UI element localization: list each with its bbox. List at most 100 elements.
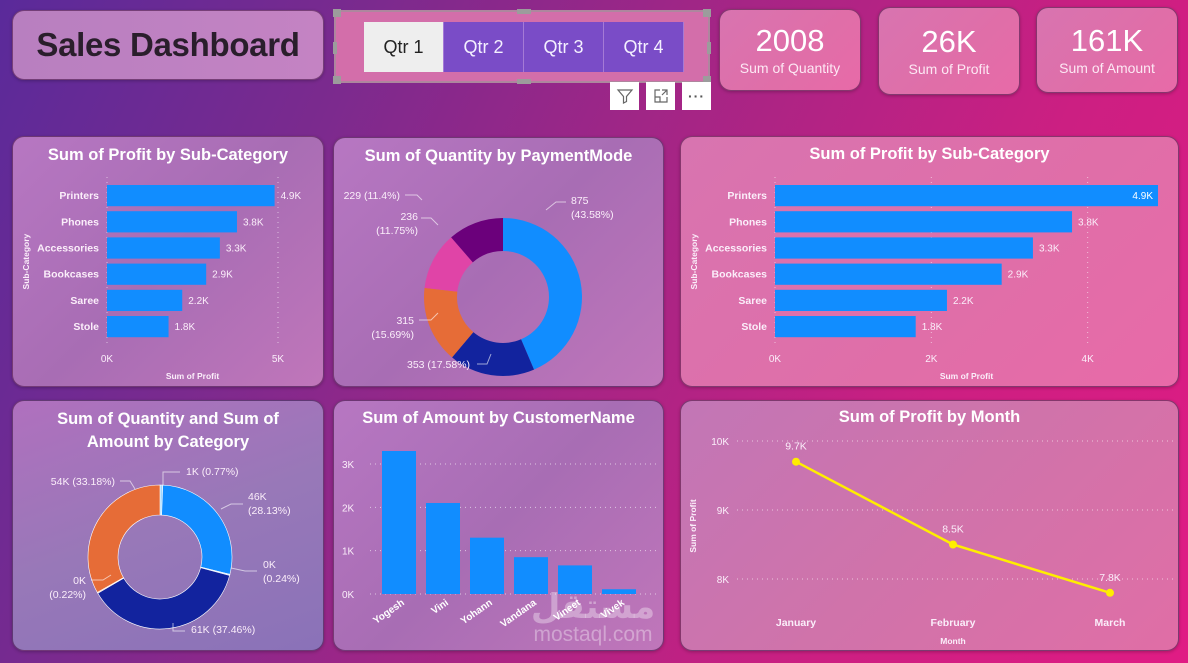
x-category-label: Vivek xyxy=(599,597,627,621)
focus-mode-icon xyxy=(653,89,668,103)
bar xyxy=(426,503,460,594)
data-label: 2.2K xyxy=(953,296,974,307)
data-label: 1.8K xyxy=(175,322,196,333)
chart-title: Sum of Amount by CustomerName xyxy=(362,409,635,427)
kpi-value: 2008 xyxy=(755,22,825,58)
chart-card-profit-subcategory-large[interactable]: Sum of Profit by Sub-Category 0K 2K 4K Prin… xyxy=(680,136,1179,387)
bar xyxy=(514,557,548,594)
slicer-option-qtr2[interactable]: Qtr 2 xyxy=(444,22,524,72)
data-label: (0.24%) xyxy=(263,573,300,585)
y-category-label: Bookcases xyxy=(712,269,768,281)
resize-handle[interactable] xyxy=(517,9,531,14)
dashboard-title: Sales Dashboard xyxy=(36,26,300,63)
bar xyxy=(107,211,237,233)
chart-card-amount-customer[interactable]: Sum of Amount by CustomerName 0K 1K 2K 3K Yo… xyxy=(333,400,664,651)
data-label: (0.22%) xyxy=(49,589,86,601)
resize-handle[interactable] xyxy=(333,9,341,17)
y-tick-label: 3K xyxy=(342,460,355,471)
resize-handle[interactable] xyxy=(703,76,711,84)
x-category-label: Vini xyxy=(430,597,451,617)
donut-slice xyxy=(87,484,161,593)
data-label: 3.3K xyxy=(1039,244,1060,255)
bar xyxy=(558,565,592,594)
data-label: 2.9K xyxy=(212,270,233,281)
y-category-label: Saree xyxy=(738,295,767,307)
leader-line xyxy=(230,567,257,572)
y-tick-label: 2K xyxy=(342,503,355,514)
chart-title: Sum of Profit by Month xyxy=(838,408,1021,426)
data-label: 229 (11.4%) xyxy=(344,190,400,202)
leader-line xyxy=(405,194,423,201)
data-point xyxy=(1106,588,1114,597)
y-category-label: Printers xyxy=(59,190,99,202)
filter-button[interactable] xyxy=(610,82,639,110)
more-options-button[interactable]: ··· xyxy=(682,82,711,110)
x-category-label: Vandana xyxy=(499,597,539,630)
kpi-label: Sum of Quantity xyxy=(739,59,841,76)
bar xyxy=(382,451,416,594)
y-category-label: Phones xyxy=(729,216,767,228)
leader-line xyxy=(545,201,566,211)
data-label: 315 xyxy=(396,315,414,327)
bar xyxy=(107,237,220,259)
bar xyxy=(775,211,1073,233)
resize-handle[interactable] xyxy=(517,79,531,84)
chart-title: Sum of Quantity and Sum of Amount by Cat… xyxy=(57,410,279,451)
focus-mode-button[interactable] xyxy=(646,82,675,110)
x-tick-label: 4K xyxy=(1082,354,1095,365)
bar xyxy=(775,185,1158,207)
x-axis-title: Sum of Profit xyxy=(166,371,220,381)
resize-handle[interactable] xyxy=(333,76,341,84)
bar xyxy=(775,316,916,338)
slicer-option-qtr4[interactable]: Qtr 4 xyxy=(604,22,684,72)
x-axis-title: Month xyxy=(940,636,966,646)
chart-title: Sum of Quantity by PaymentMode xyxy=(364,147,633,165)
data-label: 8.5K xyxy=(942,524,964,536)
leader-line xyxy=(421,217,439,226)
data-label: 3.3K xyxy=(226,244,247,255)
data-label: 3.8K xyxy=(243,217,264,228)
kpi-card-quantity: 2008 Sum of Quantity xyxy=(719,9,861,91)
chart-card-quantity-paymentmode[interactable]: Sum of Quantity by PaymentMode 875 (43.58… xyxy=(333,137,664,387)
y-tick-label: 8K xyxy=(717,575,730,586)
quarter-slicer[interactable]: Qtr 1 Qtr 2 Qtr 3 Qtr 4 xyxy=(333,9,711,84)
bar xyxy=(470,537,504,594)
data-label: (11.75%) xyxy=(376,225,418,237)
leader-line xyxy=(162,471,180,485)
kpi-value: 26K xyxy=(921,23,977,59)
bar xyxy=(602,589,636,594)
y-category-label: Stole xyxy=(73,321,99,333)
chart-card-profit-subcategory-small[interactable]: Sum of Profit by Sub-Category 0K 5K Printe… xyxy=(12,136,324,387)
data-label: 54K (33.18%) xyxy=(51,476,115,488)
chart-title: Sum of Profit by Sub-Category xyxy=(47,146,289,164)
donut-slice xyxy=(451,218,503,263)
resize-handle[interactable] xyxy=(703,9,711,17)
y-tick-label: 10K xyxy=(711,437,729,448)
x-tick-label: 5K xyxy=(272,354,285,365)
bar xyxy=(107,316,169,338)
x-tick-label: 0K xyxy=(101,354,114,365)
resize-handle[interactable] xyxy=(707,42,711,54)
y-axis-title: Sub-Category xyxy=(21,233,31,289)
bar-chart: 0K 2K 4K Printers 4.9K Phones 3.8K Accessories 3… xyxy=(689,177,1158,381)
chart-card-qty-amount-category[interactable]: Sum of Quantity and Sum of Amount by Cat… xyxy=(12,400,324,651)
data-label: 0K xyxy=(73,575,86,587)
dashboard-title-card: Sales Dashboard xyxy=(12,10,324,80)
bar xyxy=(775,289,947,311)
slicer-option-qtr1[interactable]: Qtr 1 xyxy=(364,22,444,72)
data-label: 3.8K xyxy=(1078,217,1099,228)
resize-handle[interactable] xyxy=(333,42,337,54)
slicer-option-qtr3[interactable]: Qtr 3 xyxy=(524,22,604,72)
data-label: 1.8K xyxy=(922,322,943,333)
x-category-label: Yogesh xyxy=(371,597,406,626)
data-label: 2.9K xyxy=(1008,270,1029,281)
data-label: 61K (37.46%) xyxy=(191,624,255,636)
data-label: 7.8K xyxy=(1099,572,1121,584)
data-label: (15.69%) xyxy=(371,329,414,341)
y-tick-label: 9K xyxy=(717,506,730,517)
chart-card-profit-month[interactable]: Sum of Profit by Month 8K 9K 10K 9.7K Januar… xyxy=(680,400,1179,651)
kpi-card-profit: 26K Sum of Profit xyxy=(878,7,1020,95)
x-category-label: Vineet xyxy=(552,597,583,624)
data-point xyxy=(949,540,957,549)
leader-line xyxy=(120,480,136,490)
